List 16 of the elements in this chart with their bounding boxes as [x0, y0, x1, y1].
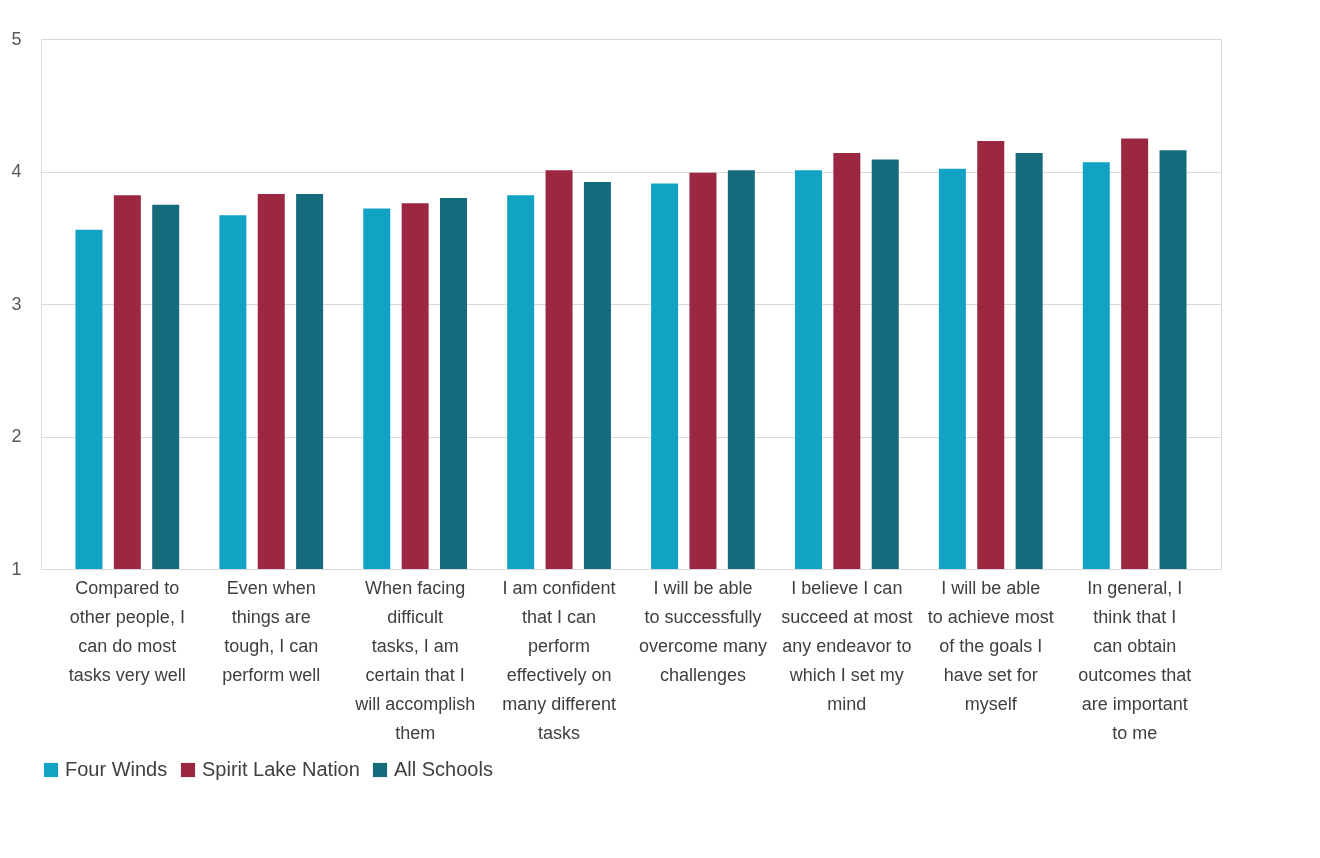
x-tick-label: I will be able to achieve most of the goals I have set for myself — [927, 577, 1054, 714]
y-tick-label: 1 — [11, 558, 22, 579]
x-tick-label: Even when things are tough, I can perform well — [222, 577, 321, 685]
x-tick-label: Compared to other people, I can do most tasks very well — [68, 577, 186, 685]
x-tick-label: When facing difficult tasks, I am certain that I will accomplish them — [354, 577, 476, 743]
legend-label: All Schools — [394, 758, 493, 780]
x-tick-label: I will be able to successfully overcome many challenges — [638, 577, 767, 685]
x-tick-label: I believe I can succeed at most any endeavor to which I set my mind — [781, 577, 913, 714]
y-tick-label: 4 — [11, 161, 22, 181]
y-tick-label: 2 — [11, 426, 22, 446]
x-tick-label: In general, I think that I can obtain outcomes that are important to me — [1078, 577, 1192, 743]
legend-label: Four Winds — [65, 758, 168, 780]
y-tick-label: 5 — [11, 28, 22, 49]
legend-label: Spirit Lake Nation — [202, 758, 360, 780]
y-tick-label: 3 — [11, 293, 22, 314]
x-tick-label: I am confident that I can perform effectively on many different tasks — [502, 577, 616, 743]
